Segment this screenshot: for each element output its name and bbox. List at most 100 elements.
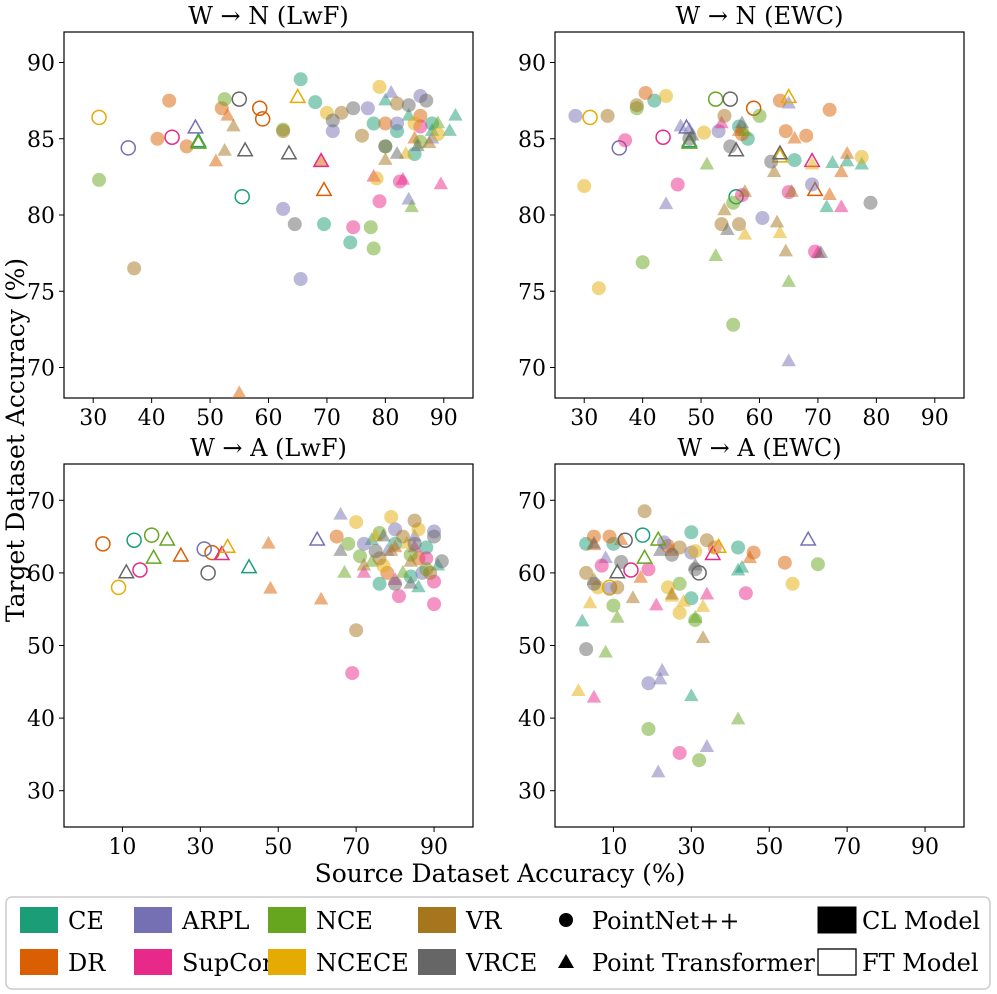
point-supcon-pointtransformer-cl bbox=[699, 586, 715, 600]
point-vrce-pointtransformer-ft bbox=[236, 141, 254, 157]
point-ncece-pointnet-cl bbox=[696, 125, 711, 140]
legend-marker-triangle: Point Transformer bbox=[558, 949, 815, 977]
point-vr-pointnet-cl bbox=[600, 108, 615, 123]
x-tick-label: 30 bbox=[186, 835, 214, 860]
point-vrce-pointnet-cl bbox=[427, 529, 442, 544]
point-ncece-pointnet-cl bbox=[854, 150, 869, 165]
legend-swatch bbox=[418, 907, 456, 933]
point-vrce-pointnet-cl bbox=[407, 536, 422, 551]
point-ce-pointtransformer-cl bbox=[734, 559, 750, 573]
point-supcon-pointnet-cl bbox=[346, 220, 361, 235]
point-ce-pointtransformer-cl bbox=[411, 579, 426, 593]
point-supcon-pointnet-cl bbox=[427, 597, 442, 612]
point-vrce-pointnet-cl bbox=[434, 554, 449, 569]
point-vrce-pointnet-cl bbox=[287, 217, 302, 232]
point-supcon-pointnet-cl bbox=[391, 589, 406, 604]
point-ncece-pointtransformer-cl bbox=[571, 683, 586, 697]
point-dr-pointtransformer-ft bbox=[315, 181, 333, 197]
x-tick-label: 80 bbox=[862, 406, 890, 431]
point-supcon-pointtransformer-ft bbox=[213, 545, 231, 561]
y-tick-label: 85 bbox=[27, 128, 55, 153]
point-vrce-pointnet-cl bbox=[664, 547, 679, 562]
panel-w-n-lwf: W → N (LwF) 30 40 50 60 70 80 90 70 75 80 85 90 bbox=[27, 2, 474, 431]
point-vrce-pointnet-cl bbox=[579, 642, 594, 657]
point-vr-pointtransformer-cl bbox=[384, 543, 399, 556]
point-dr-pointnet-cl bbox=[799, 128, 814, 143]
x-tick-label: 70 bbox=[804, 406, 832, 431]
legend-label: CL Model bbox=[862, 907, 980, 935]
x-tick-label: 90 bbox=[430, 406, 458, 431]
panel-title: W → N (EWC) bbox=[676, 2, 844, 30]
point-ce-pointtransformer-cl bbox=[442, 123, 457, 136]
y-tick-label: 70 bbox=[518, 357, 546, 382]
point-vrce-pointtransformer-cl bbox=[333, 543, 348, 556]
y-tick-label: 50 bbox=[27, 635, 55, 660]
point-dr-pointtransformer-cl bbox=[633, 569, 648, 583]
point-nce-pointnet-cl bbox=[692, 753, 707, 768]
point-arpl-pointnet-ft bbox=[196, 541, 212, 557]
point-ce-pointnet-ft bbox=[234, 188, 250, 205]
point-ncece-pointtransformer-ft bbox=[289, 88, 307, 104]
x-tick-label: 40 bbox=[138, 406, 166, 431]
panel-w-a-lwf: W → A (LwF) 10 30 50 70 90 30 40 50 60 70 bbox=[27, 434, 474, 860]
point-ce-pointnet-cl bbox=[366, 116, 381, 131]
y-tick-label: 60 bbox=[27, 562, 55, 587]
point-vr-pointtransformer-cl bbox=[378, 152, 393, 165]
legend-swatch bbox=[20, 907, 58, 933]
y-tick-label: 40 bbox=[518, 707, 546, 732]
point-arpl-pointtransformer-ft bbox=[799, 530, 817, 546]
point-vrce-pointtransformer-ft bbox=[727, 141, 745, 157]
point-dr-pointtransformer-ft bbox=[172, 546, 190, 562]
point-ce-pointtransformer-cl bbox=[825, 155, 840, 168]
point-nce-pointnet-cl bbox=[606, 598, 621, 613]
point-vr-pointnet-cl bbox=[637, 504, 652, 519]
point-supcon-pointnet-ft bbox=[164, 129, 180, 145]
y-axis-label: Target Dataset Accuracy (%) bbox=[1, 258, 30, 622]
legend-frame bbox=[5, 896, 991, 990]
point-vrce-pointtransformer-cl bbox=[720, 222, 735, 236]
legend-label: VRCE bbox=[465, 949, 537, 977]
y-tick-label: 90 bbox=[518, 52, 546, 77]
x-tick-label: 90 bbox=[911, 835, 939, 860]
axes-frame bbox=[554, 463, 965, 828]
point-supcon-pointtransformer-cl bbox=[395, 171, 411, 185]
x-tick-label: 90 bbox=[921, 406, 949, 431]
x-tick-label: 30 bbox=[79, 406, 107, 431]
point-nce-pointnet-cl bbox=[341, 536, 356, 551]
point-ncece-pointnet-ft bbox=[91, 109, 107, 126]
point-vrce-pointnet-cl bbox=[325, 113, 340, 128]
point-ce-pointnet-cl bbox=[419, 540, 434, 555]
point-dr-pointnet-cl bbox=[638, 86, 653, 100]
y-tick-label: 50 bbox=[518, 635, 546, 660]
point-vrce-pointtransformer-cl bbox=[376, 528, 391, 542]
y-tick-label: 40 bbox=[27, 707, 55, 732]
point-ncece-pointtransformer-ft bbox=[780, 88, 798, 104]
point-dr-pointnet-cl bbox=[602, 529, 617, 544]
x-axis-label: Source Dataset Accuracy (%) bbox=[315, 859, 686, 888]
x-tick-label: 60 bbox=[746, 406, 774, 431]
x-tick-label: 70 bbox=[313, 406, 341, 431]
point-arpl-pointtransformer-ft bbox=[308, 530, 326, 546]
point-supcon-pointnet-ft bbox=[623, 562, 639, 578]
point-nce-pointtransformer-cl bbox=[337, 564, 352, 578]
triangle-marker-icon bbox=[558, 954, 574, 968]
point-supcon-pointtransformer-cl bbox=[834, 199, 849, 213]
point-vrce-pointnet-ft bbox=[200, 565, 216, 581]
point-arpl-pointnet-cl bbox=[641, 676, 656, 691]
point-nce-pointtransformer-ft bbox=[145, 548, 163, 564]
point-nce-pointtransformer-cl bbox=[598, 644, 613, 658]
point-nce-pointtransformer-cl bbox=[730, 711, 746, 725]
point-vr-pointtransformer-cl bbox=[217, 142, 232, 156]
point-ce-pointnet-ft bbox=[634, 527, 651, 543]
point-vrce-pointnet-ft bbox=[231, 91, 248, 107]
point-arpl-pointtransformer-ft bbox=[186, 118, 204, 134]
point-nce-pointtransformer-cl bbox=[610, 609, 625, 623]
point-nce-pointtransformer-cl bbox=[395, 564, 411, 578]
point-supcon-pointnet-cl bbox=[618, 133, 633, 148]
legend-label: SupCon bbox=[182, 949, 278, 977]
point-ncece-pointtransformer-cl bbox=[676, 593, 691, 607]
x-tick-label: 50 bbox=[687, 406, 715, 431]
point-ce-pointnet-cl bbox=[343, 235, 358, 250]
point-vrce-pointtransformer-ft bbox=[771, 144, 789, 160]
point-vr-pointtransformer-cl bbox=[356, 557, 372, 571]
